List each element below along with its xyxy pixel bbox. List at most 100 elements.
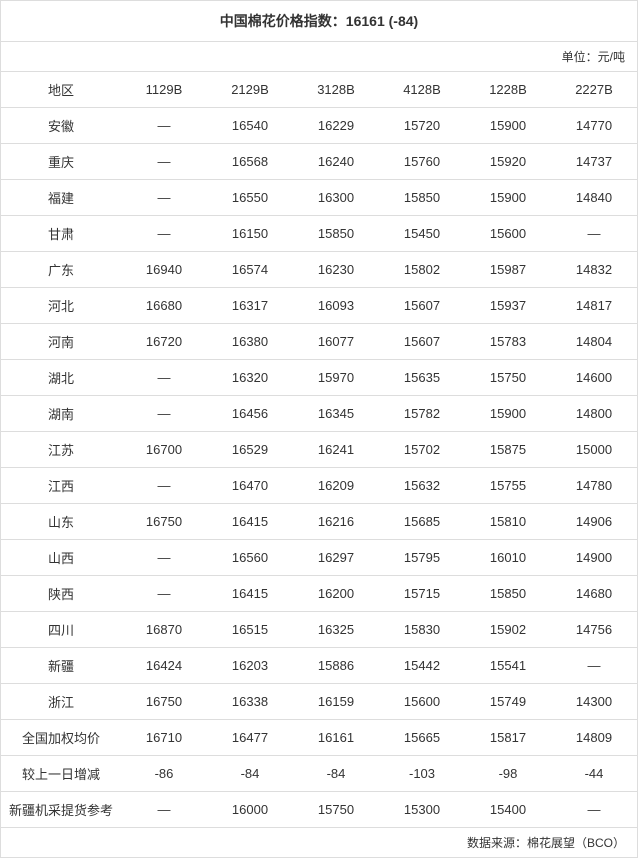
cell-value: 16150 <box>207 216 293 252</box>
cell-value: 15875 <box>465 432 551 468</box>
cell-value: 16380 <box>207 324 293 360</box>
cell-value: 16750 <box>121 684 207 720</box>
cell-value: 15450 <box>379 216 465 252</box>
cell-value: -103 <box>379 756 465 792</box>
cell-value: — <box>121 396 207 432</box>
cell-value: 16415 <box>207 504 293 540</box>
cell-region: 江西 <box>1 468 121 504</box>
table-row: 湖北—1632015970156351575014600 <box>1 360 637 396</box>
cell-value: 15600 <box>465 216 551 252</box>
cell-value: 15685 <box>379 504 465 540</box>
cell-value: 16216 <box>293 504 379 540</box>
cell-value: -84 <box>207 756 293 792</box>
table-row: 全国加权均价167101647716161156651581714809 <box>1 720 637 756</box>
cell-value: 14900 <box>551 540 637 576</box>
cell-value: 16000 <box>207 792 293 828</box>
cell-value: 14800 <box>551 396 637 432</box>
cell-value: 16710 <box>121 720 207 756</box>
cell-value: 16560 <box>207 540 293 576</box>
table-header-row: 地区1129B2129B3128B4128B1228B2227B <box>1 72 637 108</box>
table-row: 福建—1655016300158501590014840 <box>1 180 637 216</box>
cell-value: 14840 <box>551 180 637 216</box>
cell-region: 四川 <box>1 612 121 648</box>
cell-value: 16229 <box>293 108 379 144</box>
cell-value: 16297 <box>293 540 379 576</box>
cell-value: 15900 <box>465 108 551 144</box>
cell-value: 16574 <box>207 252 293 288</box>
cell-value: 14770 <box>551 108 637 144</box>
cell-value: 16203 <box>207 648 293 684</box>
cell-value: 15750 <box>465 360 551 396</box>
col-grade: 3128B <box>293 72 379 108</box>
cell-value: — <box>551 792 637 828</box>
cell-region: 较上一日增减 <box>1 756 121 792</box>
table-row: 四川168701651516325158301590214756 <box>1 612 637 648</box>
cell-value: — <box>121 792 207 828</box>
table-row: 陕西—1641516200157151585014680 <box>1 576 637 612</box>
cell-value: 15665 <box>379 720 465 756</box>
cell-value: 16325 <box>293 612 379 648</box>
cell-region: 甘肃 <box>1 216 121 252</box>
col-grade: 1228B <box>465 72 551 108</box>
col-grade: 2129B <box>207 72 293 108</box>
col-grade: 1129B <box>121 72 207 108</box>
cell-value: 16317 <box>207 288 293 324</box>
cell-value: 15850 <box>379 180 465 216</box>
cell-value: 16750 <box>121 504 207 540</box>
cell-value: 16477 <box>207 720 293 756</box>
cell-value: 16240 <box>293 144 379 180</box>
unit-label: 单位：元/吨 <box>1 42 637 71</box>
cell-value: 16415 <box>207 576 293 612</box>
cell-value: 15970 <box>293 360 379 396</box>
cell-value: 15810 <box>465 504 551 540</box>
cell-value: 15300 <box>379 792 465 828</box>
cell-region: 山西 <box>1 540 121 576</box>
cell-value: 15920 <box>465 144 551 180</box>
cell-value: 15937 <box>465 288 551 324</box>
cell-region: 福建 <box>1 180 121 216</box>
cell-value: -86 <box>121 756 207 792</box>
cell-value: -44 <box>551 756 637 792</box>
price-table: 地区1129B2129B3128B4128B1228B2227B 安徽—1654… <box>1 71 637 827</box>
cell-value: 15541 <box>465 648 551 684</box>
cell-region: 湖北 <box>1 360 121 396</box>
table-row: 重庆—1656816240157601592014737 <box>1 144 637 180</box>
cell-value: — <box>121 144 207 180</box>
price-index-container: 中国棉花价格指数：16161 (-84) 单位：元/吨 地区1129B2129B… <box>0 0 638 858</box>
table-row: 江西—1647016209156321575514780 <box>1 468 637 504</box>
table-row: 浙江167501633816159156001574914300 <box>1 684 637 720</box>
cell-value: 16345 <box>293 396 379 432</box>
cell-value: 15886 <box>293 648 379 684</box>
cell-region: 河北 <box>1 288 121 324</box>
cell-value: 15400 <box>465 792 551 828</box>
cell-value: 14680 <box>551 576 637 612</box>
cell-value: 16568 <box>207 144 293 180</box>
cell-value: 14756 <box>551 612 637 648</box>
cell-value: 16515 <box>207 612 293 648</box>
cell-value: 15720 <box>379 108 465 144</box>
cell-value: 15802 <box>379 252 465 288</box>
table-row: 新疆机采提货参考—16000157501530015400— <box>1 792 637 828</box>
table-row: 广东169401657416230158021598714832 <box>1 252 637 288</box>
cell-value: 15795 <box>379 540 465 576</box>
cell-value: 15902 <box>465 612 551 648</box>
cell-value: 16209 <box>293 468 379 504</box>
cell-value: 16093 <box>293 288 379 324</box>
cell-value: 15987 <box>465 252 551 288</box>
cell-value: 16200 <box>293 576 379 612</box>
cell-value: 14300 <box>551 684 637 720</box>
cell-value: -84 <box>293 756 379 792</box>
cell-value: 16470 <box>207 468 293 504</box>
cell-value: 15632 <box>379 468 465 504</box>
col-region: 地区 <box>1 72 121 108</box>
cell-region: 广东 <box>1 252 121 288</box>
cell-value: 15000 <box>551 432 637 468</box>
cell-value: 15760 <box>379 144 465 180</box>
cell-value: 16159 <box>293 684 379 720</box>
cell-value: 15442 <box>379 648 465 684</box>
cell-region: 山东 <box>1 504 121 540</box>
cell-value: 15783 <box>465 324 551 360</box>
cell-region: 河南 <box>1 324 121 360</box>
cell-value: 16010 <box>465 540 551 576</box>
cell-value: 15600 <box>379 684 465 720</box>
